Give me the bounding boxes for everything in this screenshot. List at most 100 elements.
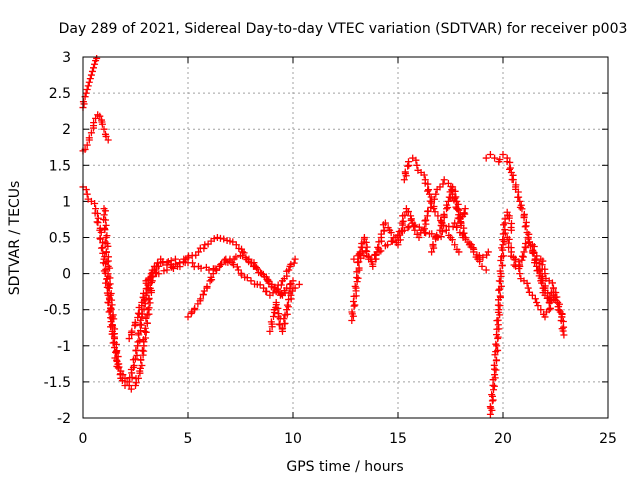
data-point [387, 229, 395, 237]
data-point [522, 222, 530, 230]
series-trace-n [486, 208, 515, 418]
data-point [253, 265, 261, 273]
data-point [211, 265, 219, 273]
series-trace-c [79, 183, 192, 390]
data-point [476, 257, 484, 265]
data-point [404, 208, 412, 216]
data-point [290, 259, 298, 267]
data-point [90, 119, 98, 127]
y-tick-label: 0.5 [49, 231, 71, 247]
data-point [496, 292, 504, 300]
data-point [109, 330, 117, 338]
data-point [263, 287, 271, 295]
data-point [134, 314, 142, 322]
data-point [267, 318, 275, 326]
data-point [434, 212, 442, 220]
data-point [132, 346, 140, 354]
data-point [287, 260, 295, 268]
data-point [548, 279, 556, 287]
data-point [256, 281, 264, 289]
data-point [289, 277, 297, 285]
data-point [491, 154, 499, 162]
data-point [154, 259, 162, 267]
data-point [448, 236, 456, 244]
data-point [131, 318, 139, 326]
data-point [430, 205, 438, 213]
data-point [138, 361, 146, 369]
data-point [201, 241, 209, 249]
data-point [127, 385, 135, 393]
data-points [79, 54, 568, 418]
data-point [451, 187, 459, 195]
data-point [381, 219, 389, 227]
data-point [93, 54, 101, 62]
data-point [452, 193, 460, 201]
data-point [497, 257, 505, 265]
data-point [163, 266, 171, 274]
data-point [533, 298, 541, 306]
data-point [220, 235, 228, 243]
data-point [137, 321, 145, 329]
data-point [82, 186, 90, 194]
data-point [269, 289, 277, 297]
series-trace-m [482, 150, 549, 299]
data-point [521, 223, 529, 231]
data-point [87, 129, 95, 137]
data-point [232, 241, 240, 249]
data-point [482, 154, 490, 162]
data-point [515, 261, 523, 269]
data-point [501, 215, 509, 223]
data-point [284, 303, 292, 311]
data-point [93, 218, 101, 226]
data-point [405, 223, 413, 231]
data-point [400, 226, 408, 234]
y-tick-label: -1.5 [44, 375, 71, 391]
data-point [455, 248, 463, 256]
data-point [405, 158, 412, 166]
data-point [142, 314, 150, 322]
data-point [105, 281, 113, 289]
data-point [163, 259, 171, 267]
data-point [350, 255, 358, 263]
data-point [98, 120, 106, 128]
data-point [534, 302, 542, 310]
data-point [143, 319, 151, 327]
data-point [232, 253, 240, 261]
series-trace-j [350, 219, 492, 263]
data-point [101, 226, 109, 234]
data-point [451, 219, 459, 227]
data-point [160, 267, 168, 275]
data-point [428, 230, 436, 238]
data-point [494, 316, 502, 324]
data-point [83, 141, 91, 149]
data-point [239, 252, 247, 260]
data-point [90, 64, 97, 72]
data-point [451, 241, 459, 249]
data-point [213, 234, 221, 241]
data-point [545, 306, 553, 314]
data-point [505, 235, 513, 243]
series-trace-h [266, 280, 303, 335]
data-point [106, 291, 114, 299]
data-point [509, 176, 517, 184]
data-point [106, 274, 114, 282]
data-point [91, 60, 99, 68]
data-point [424, 180, 432, 188]
data-point [107, 305, 115, 313]
data-point [142, 277, 150, 285]
y-tick-label: 2.5 [49, 86, 71, 102]
data-point [547, 297, 555, 305]
data-point [247, 277, 255, 285]
data-point [113, 349, 121, 357]
data-point [103, 258, 111, 266]
y-tick-label: -1 [57, 339, 71, 355]
data-point [413, 161, 421, 169]
data-point [291, 284, 299, 292]
data-point [134, 374, 142, 382]
data-point [112, 340, 120, 348]
data-point [283, 301, 291, 309]
data-point [159, 258, 167, 266]
data-point [229, 238, 237, 246]
data-point [437, 233, 445, 241]
data-point [499, 150, 507, 158]
